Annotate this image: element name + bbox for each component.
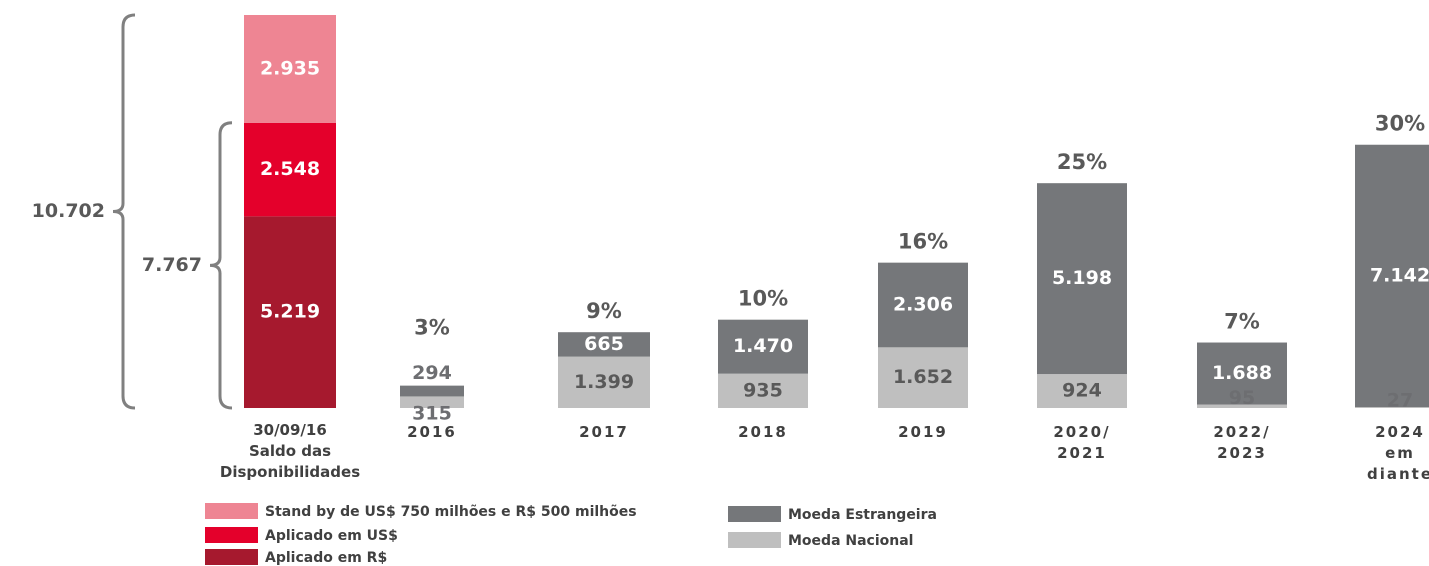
bar-segment: [878, 347, 968, 408]
x-tick-label: 2024 em diante: [1367, 423, 1429, 483]
legend-swatch: [205, 503, 258, 519]
value-label: 2.548: [260, 158, 320, 180]
bar-segment: [558, 356, 650, 408]
bracket: [209, 121, 233, 410]
x-tick-label: 2020/2021: [1053, 423, 1110, 462]
x-tick-label: 2018: [738, 423, 788, 441]
x-tick-label: 2017: [579, 423, 629, 441]
value-label: 5.198: [1052, 267, 1112, 289]
value-label: 1.688: [1212, 362, 1272, 384]
bracket: [112, 13, 136, 410]
bar-segment: [558, 332, 650, 357]
bar-segment: [1355, 407, 1429, 408]
value-label: 665: [584, 333, 624, 355]
bracket-label: 7.767: [142, 254, 202, 276]
bar-segment: [878, 262, 968, 348]
legend-label: Moeda Nacional: [788, 533, 913, 549]
value-label: 1.652: [893, 366, 953, 388]
share-label: 9%: [586, 299, 622, 323]
bar-segment: [400, 396, 464, 408]
legend-swatch: [728, 532, 781, 548]
value-label: 924: [1062, 380, 1102, 402]
value-label: 95: [1229, 387, 1255, 409]
value-label: 7.142: [1370, 264, 1429, 286]
share-label: 3%: [414, 316, 450, 340]
legend-label: Aplicado em US$: [265, 528, 398, 544]
value-label: 1.470: [733, 335, 793, 357]
bar-segment: [244, 216, 336, 408]
bar-segment: [1037, 374, 1127, 408]
x-tick-label: 2022/2023: [1213, 423, 1270, 462]
share-label: 10%: [738, 287, 788, 311]
bracket-label: 10.702: [32, 200, 105, 222]
legend-swatch: [205, 527, 258, 543]
value-label: 27: [1387, 390, 1413, 412]
value-label: 935: [743, 379, 783, 401]
value-label: 5.219: [260, 301, 320, 323]
bar-segment: [244, 15, 336, 123]
value-label: 1.399: [574, 371, 634, 393]
value-label: 315: [412, 403, 452, 425]
x-tick-label: 2019: [898, 423, 948, 441]
bar-segment: [718, 319, 808, 374]
share-label: 25%: [1057, 150, 1107, 174]
share-label: 16%: [898, 230, 948, 254]
legend-swatch: [205, 549, 258, 565]
legend-label: Moeda Estrangeira: [788, 507, 937, 523]
legend-label: Aplicado em R$: [265, 550, 387, 566]
bar-segment: [1197, 404, 1287, 408]
bar-segment: [1355, 144, 1429, 408]
value-label: 2.306: [893, 293, 953, 315]
bar-segment: [244, 122, 336, 217]
bar-segment: [400, 385, 464, 397]
share-label: 7%: [1224, 310, 1260, 334]
share-label: 30%: [1375, 112, 1425, 136]
legend-label: Stand by de US$ 750 milhões e R$ 500 mil…: [265, 504, 637, 520]
bar-segment: [718, 373, 808, 408]
x-tick-label: 30/09/16 Saldo das Disponibilidades: [220, 421, 360, 481]
value-label: 294: [412, 362, 452, 384]
legend-swatch: [728, 506, 781, 522]
value-label: 2.935: [260, 57, 320, 79]
bar-segment: [1197, 342, 1287, 405]
bar-segment: [1037, 183, 1127, 375]
x-tick-label: 2016: [407, 423, 457, 441]
